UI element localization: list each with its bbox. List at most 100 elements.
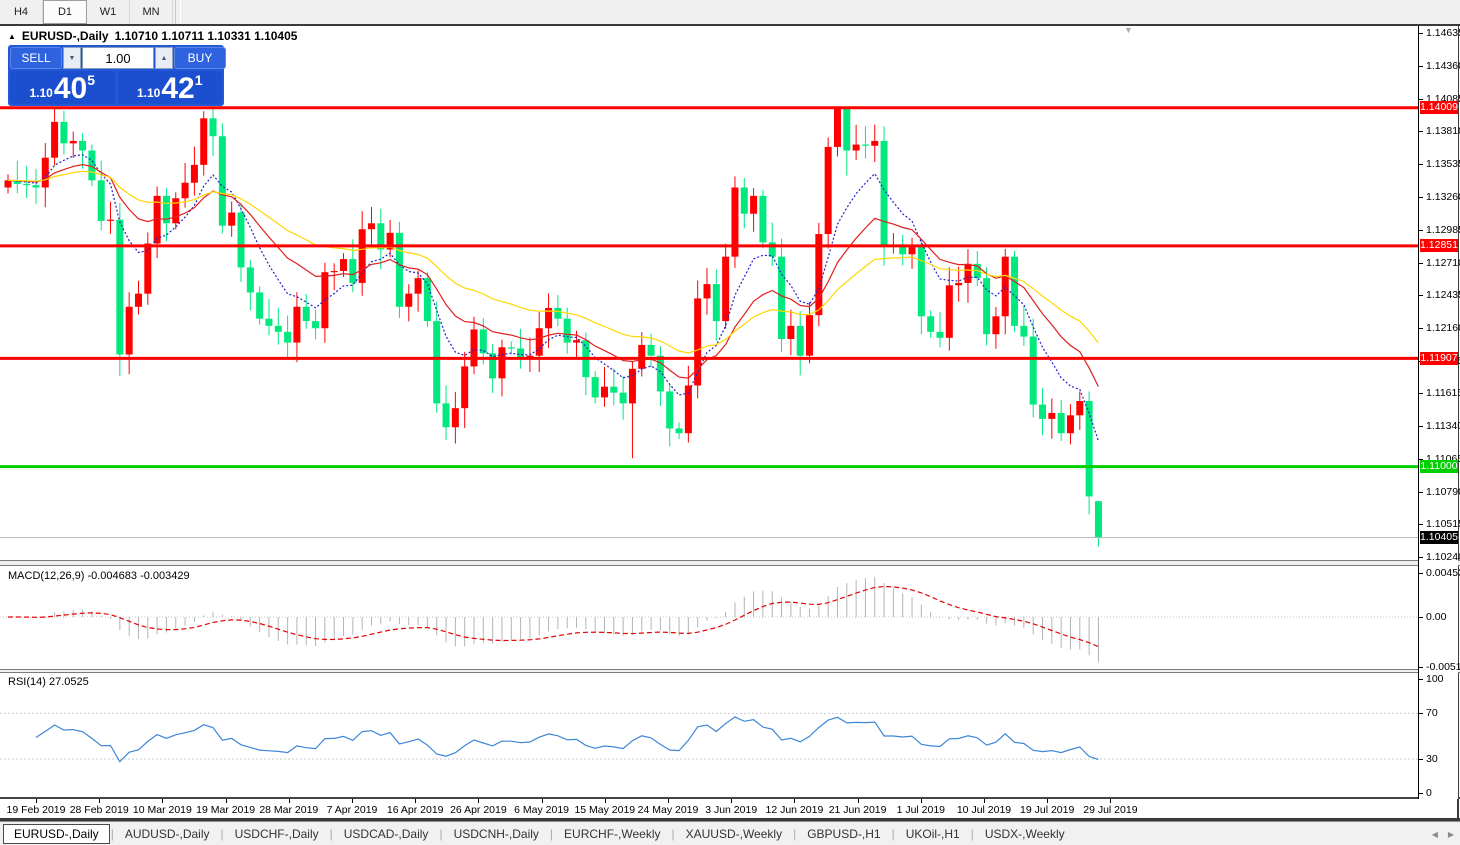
rsi-tick-label: 30 [1426, 752, 1438, 765]
price-tick-label-tick [1419, 33, 1423, 35]
tf-button-d1[interactable]: D1 [43, 0, 87, 24]
tf-button-w1[interactable]: W1 [87, 0, 130, 24]
tab-usdchf-daily[interactable]: USDCHF-,Daily [234, 827, 319, 841]
price-tick-label: 1.10790 [1426, 485, 1460, 498]
price-tick-label-tick [1419, 524, 1423, 526]
chart-frame-top [0, 24, 1460, 26]
buy-price-display[interactable]: 1.10 42 1 [117, 71, 222, 104]
price-tick-label-tick [1419, 491, 1423, 493]
date-tick [1110, 799, 1112, 803]
price-tick-label: 1.10515 [1426, 518, 1460, 531]
price-marker-badge: 1.12851 [1420, 239, 1458, 253]
symbol-title: EURUSD-,Daily [21, 29, 109, 43]
tab-scroll-left-button[interactable]: ◀ [1431, 829, 1438, 839]
date-label: 24 May 2019 [637, 804, 699, 816]
sell-price-sup: 5 [87, 72, 96, 88]
buy-button[interactable]: BUY [174, 47, 226, 69]
date-label: 10 Mar 2019 [132, 804, 192, 816]
trade-panel-row-prices: 1.10 40 5 1.10 42 1 [10, 71, 222, 104]
price-tick-label: 1.14635 [1426, 27, 1460, 40]
price-tick-label-tick [1419, 458, 1423, 460]
rsi-pane-canvas[interactable] [0, 673, 1418, 797]
macd-tick-label-tick [1419, 572, 1423, 574]
volume-decrease-button[interactable]: ▼ [63, 47, 81, 69]
pane-splitter-macd[interactable] [0, 560, 1460, 566]
buy-price-prefix: 1.10 [136, 86, 161, 100]
one-click-trading-panel: SELL ▼ ▲ BUY 1.10 40 5 1.10 42 1 [8, 45, 226, 106]
tab-eurusd-daily[interactable]: EURUSD-,Daily [3, 824, 110, 844]
date-tick [225, 799, 227, 803]
date-label: 19 Feb 2019 [6, 804, 66, 816]
sell-price-display[interactable]: 1.10 40 5 [10, 71, 115, 104]
date-tick [415, 799, 417, 803]
tab-separator: | [220, 827, 224, 841]
volume-input[interactable] [82, 47, 154, 69]
tab-audusd-daily[interactable]: AUDUSD-,Daily [124, 827, 210, 841]
macd-label: MACD(12,26,9) -0.004683 -0.003429 [8, 570, 190, 582]
price-tick-label-tick [1419, 229, 1423, 231]
tab-separator: | [110, 827, 114, 841]
macd-pane-canvas[interactable] [0, 566, 1418, 669]
date-tick [604, 799, 606, 803]
date-tick [857, 799, 859, 803]
tf-button-mn[interactable]: MN [130, 0, 173, 24]
tab-gbpusd-h1[interactable]: GBPUSD-,H1 [807, 827, 881, 841]
buy-price-sup: 1 [194, 72, 203, 88]
tab-scroll-buttons: ◀ ▶ [1432, 830, 1454, 839]
tab-usdcad-daily[interactable]: USDCAD-,Daily [343, 827, 429, 841]
price-tick-label-tick [1419, 426, 1423, 428]
tab-scroll-right-button[interactable]: ▶ [1447, 829, 1454, 839]
date-label: 21 Jun 2019 [828, 804, 887, 816]
date-axis-frame [0, 797, 1460, 799]
toolbar-groove [175, 0, 181, 24]
date-label: 19 Mar 2019 [196, 804, 256, 816]
price-tick-label: 1.11065 [1426, 452, 1460, 465]
volume-increase-button[interactable]: ▲ [155, 47, 173, 69]
date-label: 19 Jul 2019 [1020, 804, 1075, 816]
tab-usdx-weekly[interactable]: USDX-,Weekly [984, 827, 1065, 841]
chart-shift-marker-icon[interactable]: ▼ [1124, 25, 1133, 35]
date-label: 28 Feb 2019 [69, 804, 129, 816]
price-tick-label: 1.13260 [1426, 191, 1460, 204]
sell-button[interactable]: SELL [10, 47, 62, 69]
price-tick-label-tick [1419, 131, 1423, 133]
sell-price-prefix: 1.10 [29, 86, 53, 100]
date-label: 6 May 2019 [514, 804, 570, 816]
timeframe-toolbar: H4 D1 W1 MN [0, 0, 1460, 24]
price-tick-label-tick [1419, 65, 1423, 67]
price-tick-label: 1.14360 [1426, 59, 1460, 72]
date-label: 3 Jun 2019 [705, 804, 758, 816]
trade-panel-row-top: SELL ▼ ▲ BUY [10, 47, 226, 69]
tab-separator: | [439, 827, 443, 841]
pane-splitter-rsi[interactable] [0, 669, 1460, 673]
chart-frame-right [1457, 24, 1459, 818]
date-label: 16 Apr 2019 [386, 804, 444, 816]
price-axis: 1.14635 1.14360 1.14085 1.13810 1.13535 1.132… [1418, 26, 1460, 799]
price-marker-badge: 1.14009 [1420, 101, 1458, 115]
tab-separator: | [329, 827, 333, 841]
price-tick-label-tick [1419, 262, 1423, 264]
date-tick [668, 799, 669, 803]
price-tick-label: 1.12710 [1426, 256, 1460, 269]
tab-separator: | [549, 827, 554, 841]
date-tick [99, 799, 101, 803]
tab-separator: | [891, 827, 895, 841]
price-tick-label: 1.13535 [1426, 158, 1460, 171]
macd-tick-label: -0.005122 [1426, 661, 1460, 674]
chart-title: ▲ EURUSD-,Daily 1.10710 1.10711 1.10331 … [8, 29, 297, 43]
price-chart-canvas[interactable] [0, 26, 1418, 560]
tab-xauusd-weekly[interactable]: XAUUSD-,Weekly [685, 827, 783, 841]
rsi-tick-label: 70 [1426, 707, 1438, 720]
macd-tick-label-tick [1419, 617, 1423, 618]
tab-eurchf-weekly[interactable]: EURCHF-,Weekly [564, 827, 661, 841]
price-tick-label-tick [1419, 197, 1423, 199]
tab-usdcnh-daily[interactable]: USDCNH-,Daily [453, 827, 539, 841]
price-tick-label-tick [1419, 557, 1423, 559]
date-tick [352, 799, 353, 803]
date-tick [541, 799, 543, 803]
tab-ukoil-h1[interactable]: UKOil-,H1 [905, 827, 960, 841]
tf-button-h4[interactable]: H4 [0, 0, 43, 24]
collapse-panel-icon[interactable]: ▲ [8, 31, 16, 41]
price-tick-label: 1.12985 [1426, 223, 1460, 236]
price-tick-label: 1.12160 [1426, 322, 1460, 335]
